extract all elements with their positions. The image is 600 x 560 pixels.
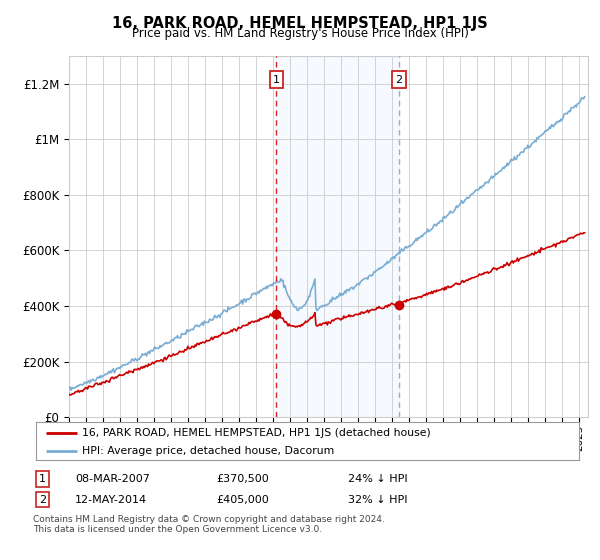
- Text: 1: 1: [273, 74, 280, 85]
- Text: 2: 2: [395, 74, 402, 85]
- Text: This data is licensed under the Open Government Licence v3.0.: This data is licensed under the Open Gov…: [33, 525, 322, 534]
- Text: 12-MAY-2014: 12-MAY-2014: [75, 494, 147, 505]
- Text: 1: 1: [39, 474, 46, 484]
- Text: £405,000: £405,000: [216, 494, 269, 505]
- Text: 2: 2: [39, 494, 46, 505]
- Text: 24% ↓ HPI: 24% ↓ HPI: [348, 474, 407, 484]
- Text: Contains HM Land Registry data © Crown copyright and database right 2024.: Contains HM Land Registry data © Crown c…: [33, 515, 385, 524]
- Text: Price paid vs. HM Land Registry's House Price Index (HPI): Price paid vs. HM Land Registry's House …: [131, 27, 469, 40]
- Text: 16, PARK ROAD, HEMEL HEMPSTEAD, HP1 1JS (detached house): 16, PARK ROAD, HEMEL HEMPSTEAD, HP1 1JS …: [82, 427, 431, 437]
- Text: 16, PARK ROAD, HEMEL HEMPSTEAD, HP1 1JS: 16, PARK ROAD, HEMEL HEMPSTEAD, HP1 1JS: [112, 16, 488, 31]
- Text: 08-MAR-2007: 08-MAR-2007: [75, 474, 150, 484]
- Text: £370,500: £370,500: [216, 474, 269, 484]
- Text: 32% ↓ HPI: 32% ↓ HPI: [348, 494, 407, 505]
- Bar: [277, 56, 398, 417]
- Text: HPI: Average price, detached house, Dacorum: HPI: Average price, detached house, Daco…: [82, 446, 334, 456]
